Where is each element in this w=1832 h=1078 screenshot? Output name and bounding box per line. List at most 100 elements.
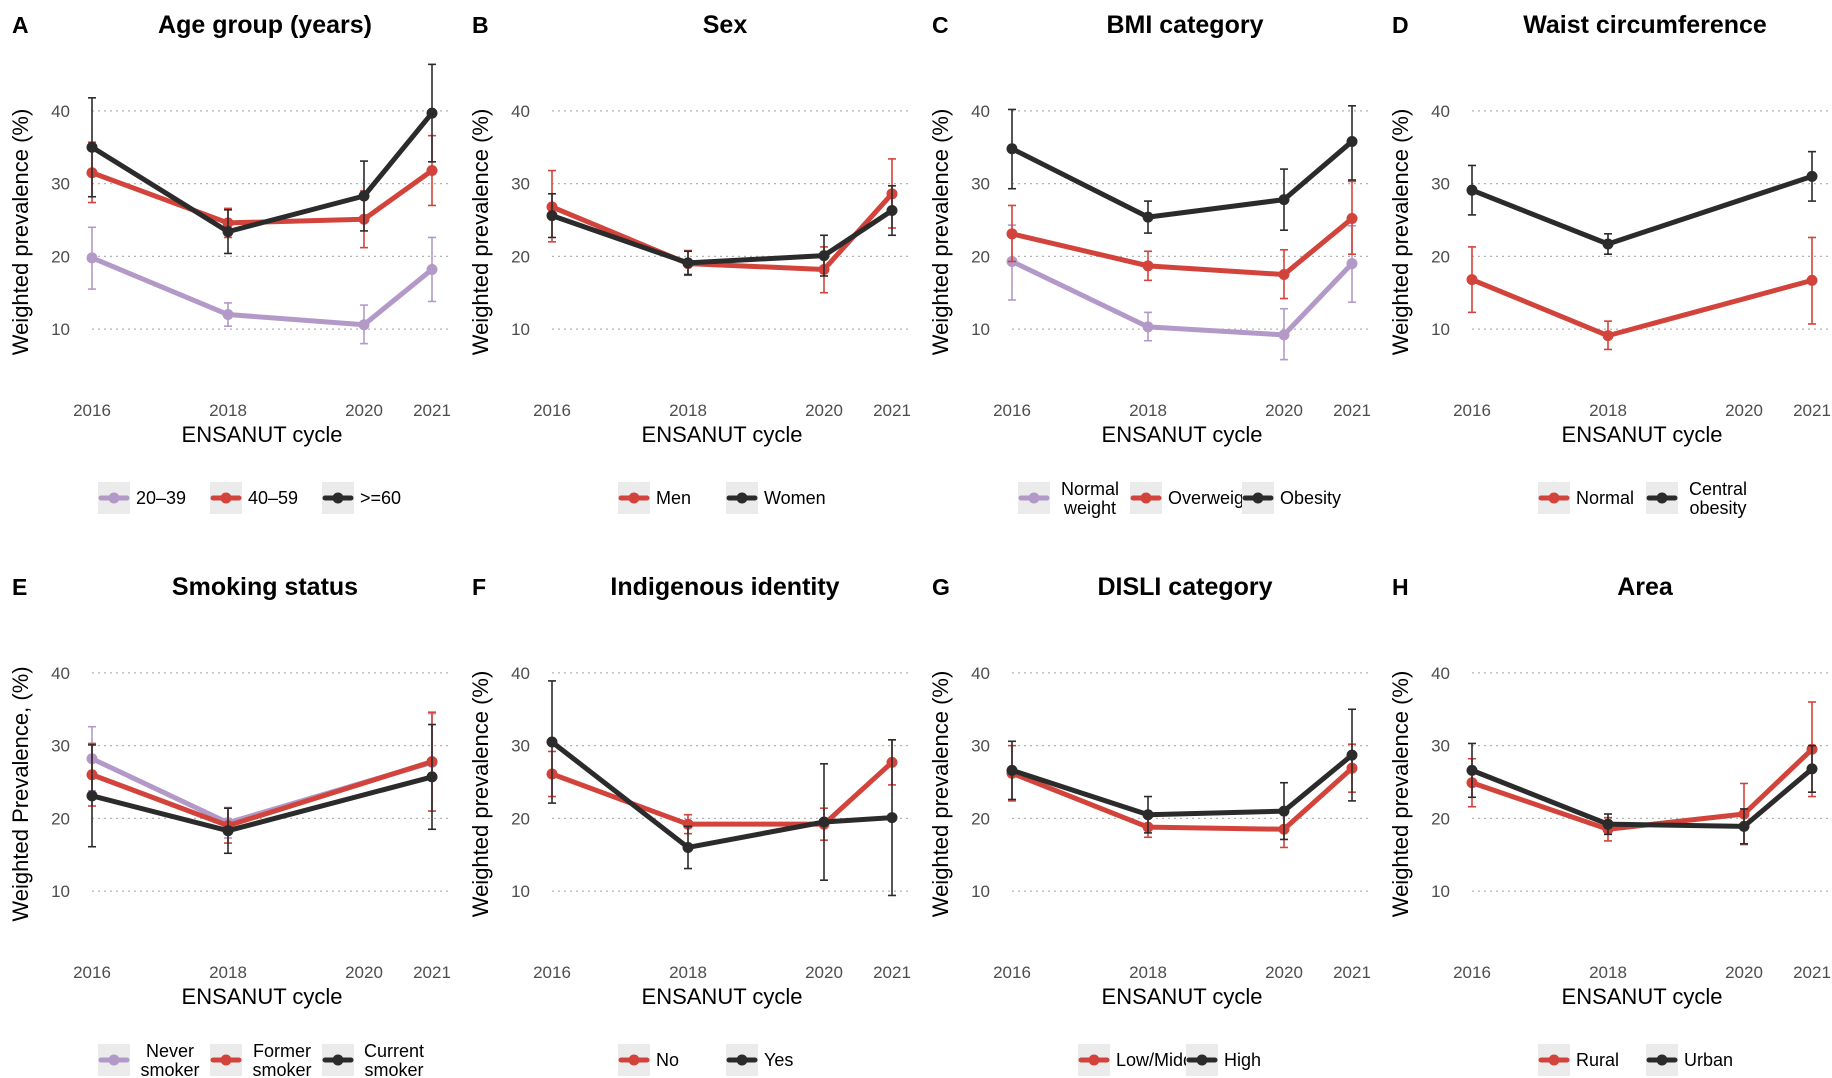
- x-tick-label: 2018: [209, 401, 247, 420]
- legend-item: Normal: [1538, 482, 1634, 514]
- legend-label: High: [1224, 1050, 1261, 1070]
- data-point: [682, 841, 694, 853]
- series-line: [89, 168, 435, 226]
- data-point: [1738, 820, 1750, 832]
- series-overweight: [1006, 180, 1358, 300]
- x-tick-label: 2021: [873, 401, 911, 420]
- x-tick-label: 2016: [73, 963, 111, 982]
- series-no: [546, 739, 898, 841]
- x-tick-label: 2021: [413, 401, 451, 420]
- data-point: [1346, 213, 1358, 225]
- data-point: [1806, 170, 1818, 182]
- legend-item: Central obesity: [1646, 479, 1747, 518]
- y-tick-label: 20: [1431, 809, 1450, 828]
- data-point: [1278, 194, 1290, 206]
- panel-letter: A: [12, 12, 29, 38]
- x-tick-label: 2020: [345, 963, 383, 982]
- legend-label: 40–59: [248, 488, 298, 508]
- data-point: [886, 205, 898, 217]
- panel-title: Age group (years): [158, 11, 372, 39]
- series-high: [1006, 708, 1358, 841]
- chart-panel-c: C BMI category 10 20 30 40 2016 2018 2020 2021 ENS…: [928, 11, 1371, 518]
- data-point: [86, 252, 98, 264]
- data-point: [546, 736, 558, 748]
- y-tick-label: 10: [971, 320, 990, 339]
- y-tick-label: 30: [1431, 737, 1450, 756]
- x-tick-label: 2018: [669, 401, 707, 420]
- y-tick-label: 40: [51, 102, 70, 121]
- legend-item: No: [618, 1044, 679, 1076]
- series-current-smoker: [86, 723, 438, 855]
- x-tick-label: 2021: [413, 963, 451, 982]
- data-point: [86, 790, 98, 802]
- legend-label: 20–39: [136, 488, 186, 508]
- series-line: [1009, 752, 1355, 818]
- chart-panel-g: G DISLI category 10 20 30 40 2016 2018 2020 2021 E…: [928, 573, 1371, 1076]
- x-tick-label: 2020: [805, 963, 843, 982]
- legend-label: Central obesity: [1689, 479, 1747, 518]
- chart-panel-d: D Waist circumference 10 20 30 40 2016 2018 2020…: [1388, 11, 1831, 518]
- legend-item: Obesity: [1242, 482, 1341, 514]
- data-point: [1602, 330, 1614, 342]
- data-point: [222, 309, 234, 321]
- data-point: [86, 141, 98, 153]
- x-tick-label: 2018: [209, 963, 247, 982]
- data-point: [1278, 269, 1290, 281]
- panel-letter: C: [932, 12, 949, 38]
- x-tick-label: 2020: [1265, 963, 1303, 982]
- data-point: [1006, 764, 1018, 776]
- series-line: [1009, 216, 1355, 278]
- y-tick-label: 20: [51, 809, 70, 828]
- data-point: [1142, 809, 1154, 821]
- data-point: [1466, 184, 1478, 196]
- panel-title: Area: [1617, 573, 1674, 601]
- y-tick-label: 20: [971, 809, 990, 828]
- data-point: [818, 250, 830, 262]
- y-tick-label: 30: [971, 175, 990, 194]
- legend-label: Men: [656, 488, 691, 508]
- y-axis-title: Weighted prevalence (%): [468, 671, 493, 918]
- legend-label: Never smoker: [140, 1041, 199, 1078]
- x-tick-label: 2018: [1129, 401, 1167, 420]
- x-axis-title: ENSANUT cycle: [1102, 422, 1263, 447]
- x-tick-label: 2020: [345, 401, 383, 420]
- y-tick-label: 30: [1431, 175, 1450, 194]
- series-line: [549, 208, 895, 266]
- series-men: [546, 158, 898, 294]
- series-20-39: [86, 226, 438, 345]
- panel-title: Indigenous identity: [610, 573, 839, 601]
- data-point: [818, 816, 830, 828]
- legend-label: >=60: [360, 488, 401, 508]
- x-axis-title: ENSANUT cycle: [182, 422, 343, 447]
- series-line: [89, 759, 435, 829]
- legend-label: Normal: [1576, 488, 1634, 508]
- y-tick-label: 40: [971, 102, 990, 121]
- y-tick-label: 30: [511, 737, 530, 756]
- y-axis-title: Weighted prevalence (%): [1388, 109, 1413, 356]
- data-point: [1278, 329, 1290, 341]
- data-point: [358, 190, 370, 202]
- y-tick-label: 40: [511, 102, 530, 121]
- legend-item: Yes: [726, 1044, 793, 1076]
- panel-title: Sex: [703, 11, 748, 39]
- y-tick-label: 40: [51, 664, 70, 683]
- data-point: [1142, 260, 1154, 272]
- y-tick-label: 10: [511, 882, 530, 901]
- x-tick-label: 2018: [1589, 963, 1627, 982]
- x-tick-label: 2016: [533, 963, 571, 982]
- legend-item: Current smoker: [322, 1041, 424, 1078]
- chart-panel-e: E Smoking status 10 20 30 40 2016 2018 2020 2021 E…: [8, 573, 451, 1078]
- y-tick-label: 40: [1431, 664, 1450, 683]
- series-line: [1469, 277, 1815, 339]
- data-point: [426, 771, 438, 783]
- legend-item: High: [1186, 1044, 1261, 1076]
- data-point: [1346, 135, 1358, 147]
- x-axis-title: ENSANUT cycle: [642, 984, 803, 1009]
- series-line: [1009, 138, 1355, 220]
- data-point: [1466, 274, 1478, 286]
- x-axis-title: ENSANUT cycle: [182, 984, 343, 1009]
- y-axis-title: Weighted prevalence (%): [468, 109, 493, 356]
- data-point: [426, 263, 438, 275]
- data-point: [426, 107, 438, 119]
- legend-label: Rural: [1576, 1050, 1619, 1070]
